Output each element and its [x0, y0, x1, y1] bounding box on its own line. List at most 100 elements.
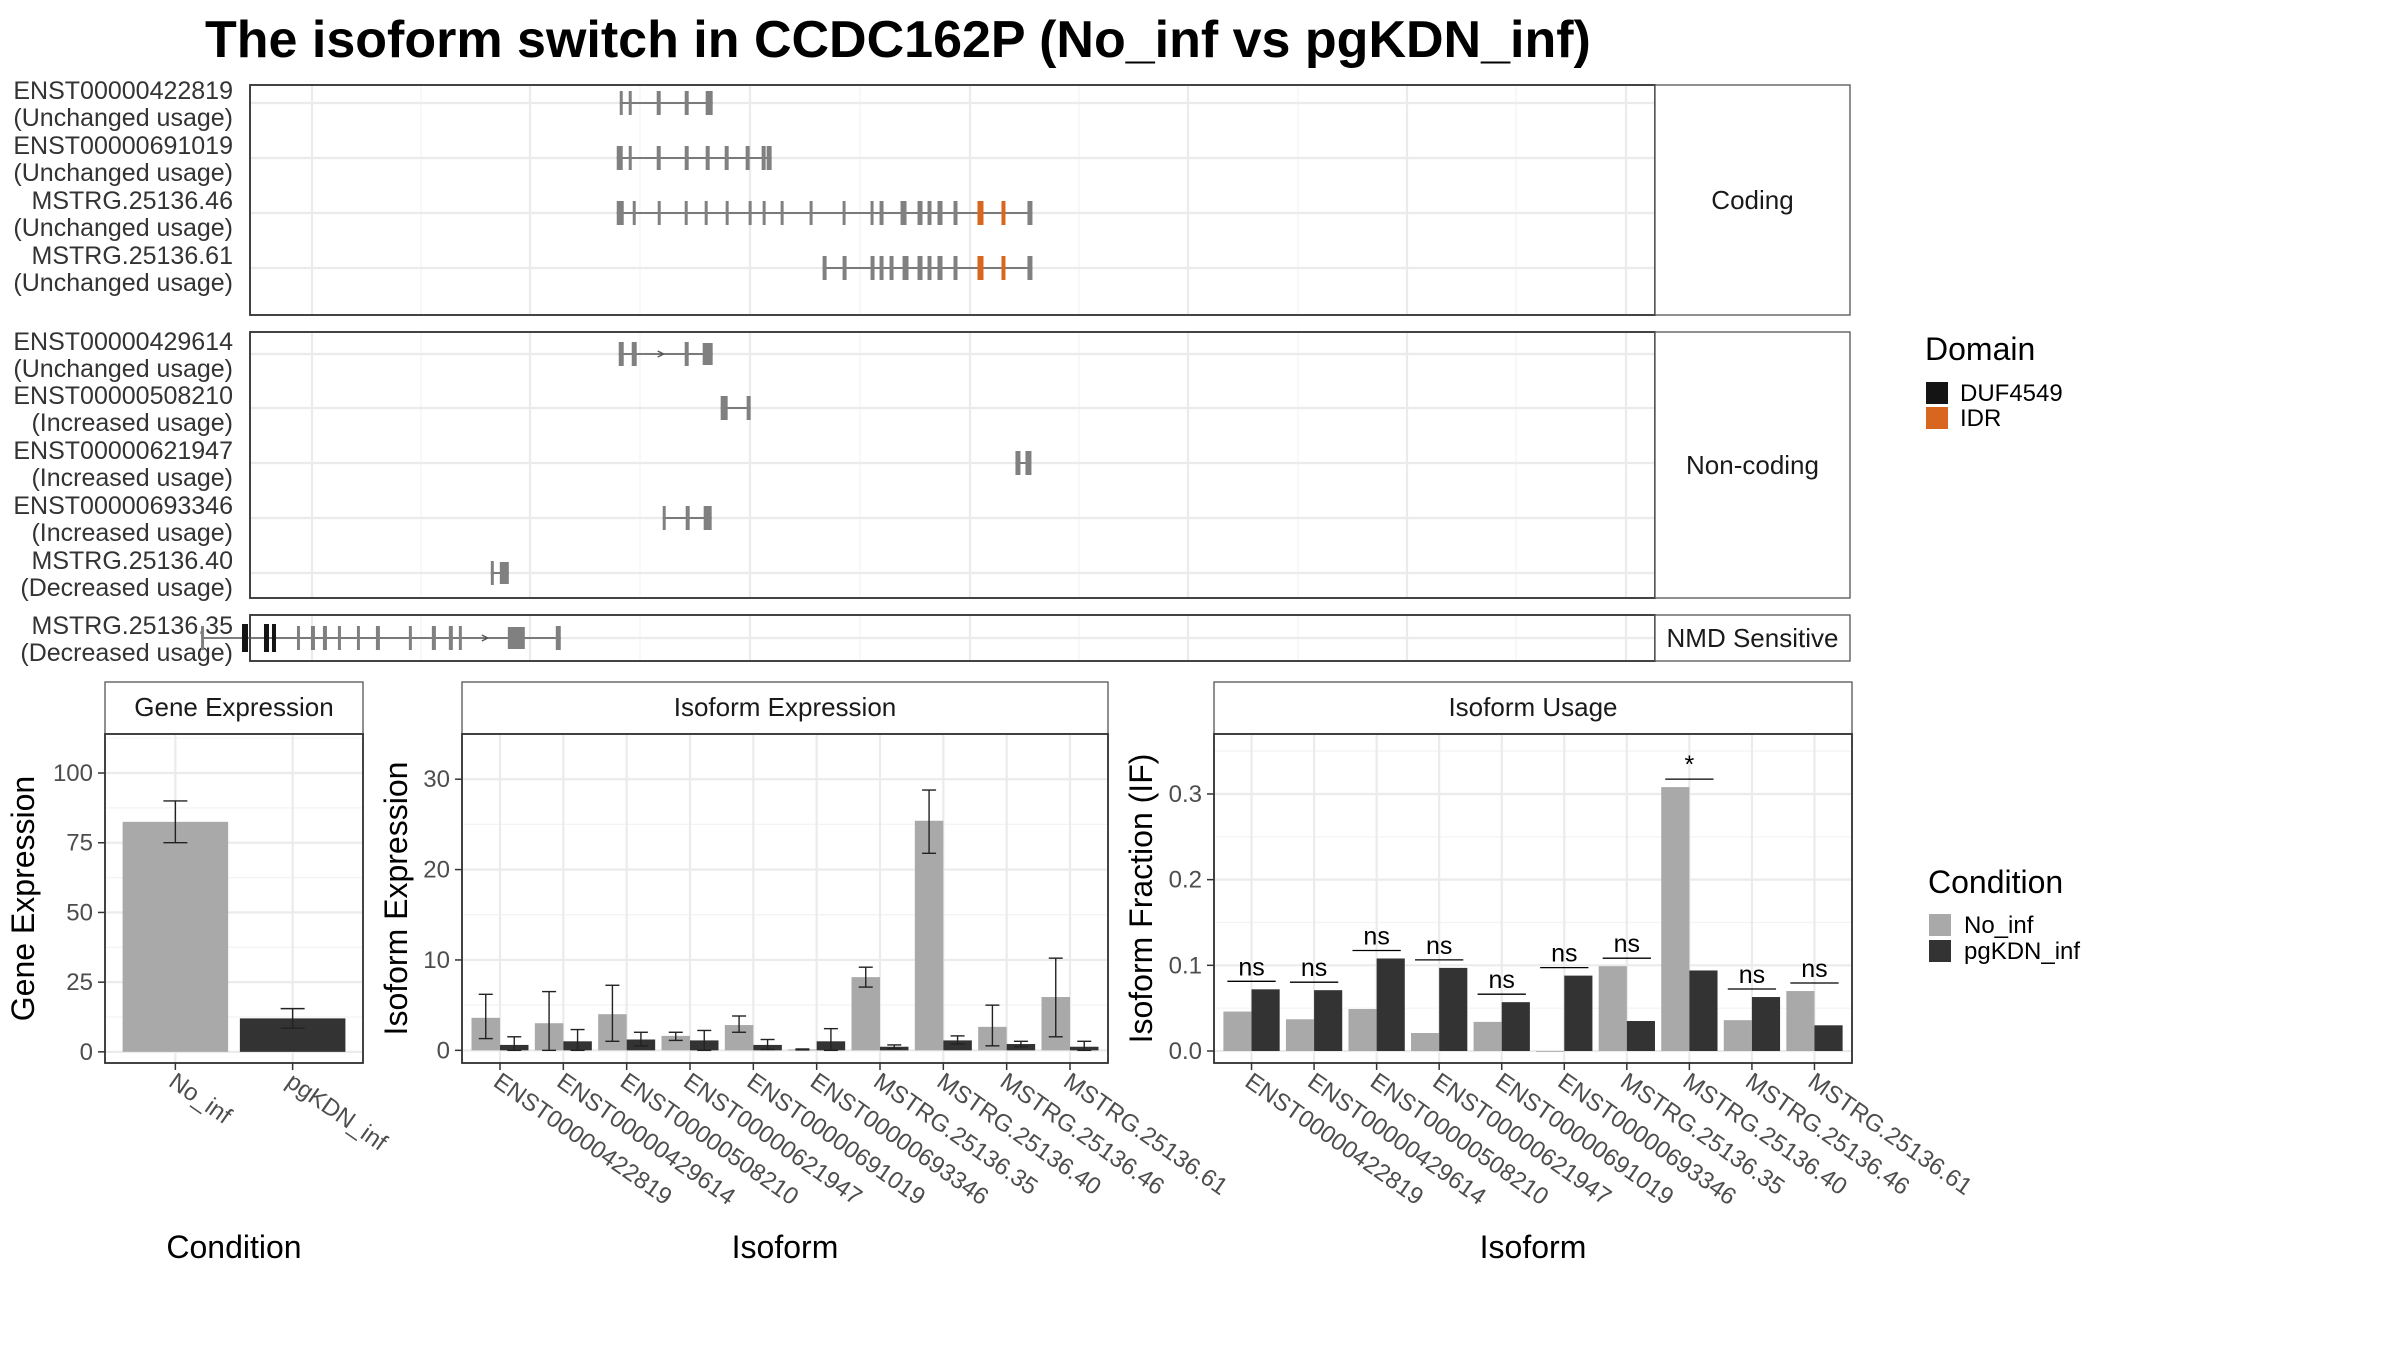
transcript-row: ENST00000429614(Unchanged usage) — [13, 328, 713, 383]
exon-block — [458, 626, 462, 650]
exon-block — [507, 627, 525, 649]
x-tick-label: No_inf — [164, 1068, 237, 1130]
bar — [1223, 1011, 1252, 1052]
exon-block — [685, 506, 690, 530]
chart-strip — [1213, 681, 1853, 735]
exon-block — [953, 256, 958, 280]
condition-legend-key — [1929, 940, 1951, 962]
transcript-id-label: ENST00000693346 — [13, 492, 233, 520]
domain-exon — [977, 201, 984, 225]
y-tick-label: 0.3 — [1169, 781, 1202, 808]
exon-block — [762, 201, 766, 225]
exon-block — [431, 626, 436, 650]
exon-block — [657, 201, 661, 225]
chart-strip — [461, 681, 1109, 735]
transcript-usage-label: (Increased usage) — [31, 464, 233, 492]
exon-block — [748, 201, 752, 225]
exon-block — [684, 146, 689, 170]
exon-block — [375, 626, 380, 650]
domain-legend-title: Domain — [1925, 331, 2035, 367]
structure-facet-non-coding: Non-coding ENST00000429614(Unchanged usag… — [13, 328, 1851, 602]
transcript-row: ENST00000508210(Increased usage) — [13, 382, 751, 437]
y-tick-label: 25 — [66, 969, 93, 996]
exon-block — [889, 256, 894, 280]
transcript-usage-label: (Decreased usage) — [20, 639, 233, 667]
exon-block — [703, 506, 712, 530]
exon-block — [879, 256, 884, 280]
exon-block — [656, 146, 661, 170]
exon-block — [704, 201, 708, 225]
exon-block — [618, 342, 624, 366]
exon-block — [616, 201, 624, 225]
transcript-id-label: MSTRG.25136.46 — [32, 187, 234, 215]
structure-facet-strip — [1654, 84, 1851, 316]
bar — [1439, 967, 1468, 1052]
bar — [851, 977, 880, 1051]
exon-block — [705, 91, 713, 115]
exon-block — [616, 146, 623, 170]
exon-block — [902, 256, 909, 280]
exon-block — [842, 256, 847, 280]
bar — [1723, 1020, 1752, 1052]
domain-exon — [242, 624, 249, 652]
structure-facet-label: NMD Sensitive — [1667, 623, 1839, 653]
exon-block — [555, 626, 561, 650]
exon-block — [628, 146, 632, 170]
transcript-row: ENST00000422819(Unchanged usage) — [13, 77, 713, 132]
domain-legend-label: IDR — [1960, 405, 2001, 432]
exon-block — [322, 626, 327, 650]
bar — [1473, 1021, 1502, 1052]
exon-block — [201, 626, 205, 650]
exon-block — [870, 256, 875, 280]
exon-block — [720, 396, 728, 420]
significance-label: ns — [1426, 932, 1452, 960]
bar — [1285, 1019, 1315, 1052]
chart-isoform-expression: Isoform Expression0102030ENST00000422819… — [378, 681, 1232, 1265]
y-tick-label: 0 — [80, 1039, 93, 1066]
transcript-usage-label: (Unchanged usage) — [13, 355, 233, 383]
chart-title: Isoform Expression — [674, 692, 897, 722]
structure-facet-label: Non-coding — [1686, 450, 1819, 480]
x-axis-title: Condition — [166, 1229, 301, 1265]
y-tick-label: 0.0 — [1169, 1038, 1202, 1065]
exon-block — [761, 146, 766, 170]
domain-exon — [977, 256, 984, 280]
exon-block — [296, 626, 300, 650]
y-tick-label: 0.2 — [1169, 867, 1202, 894]
exon-block — [842, 201, 846, 225]
transcript-id-label: MSTRG.25136.61 — [32, 242, 234, 270]
transcript-row: MSTRG.25136.46(Unchanged usage) — [13, 187, 1033, 242]
chart-panel-border — [1213, 733, 1853, 1064]
exon-block — [1027, 201, 1033, 225]
bar — [1376, 958, 1405, 1052]
domain-legend-label: DUF4549 — [1960, 380, 2063, 407]
exon-block — [408, 626, 412, 650]
x-axis-title: Isoform — [732, 1229, 839, 1265]
bar — [1251, 989, 1280, 1052]
transcript-row: ENST00000691019(Unchanged usage) — [13, 132, 772, 187]
strand-arrow — [481, 634, 490, 642]
chart-panel-border — [461, 733, 1109, 1064]
transcript-usage-label: (Increased usage) — [31, 519, 233, 547]
exon-block — [766, 146, 772, 170]
y-axis-title: Isoform Fraction (IF) — [1123, 754, 1159, 1044]
bar — [943, 1040, 972, 1051]
chart-panel-border — [104, 733, 364, 1064]
exon-block — [632, 201, 636, 225]
chart-gene-expression: Gene Expression 0 25 50 75 100 No_inf pgKDN_inf… — [5, 681, 392, 1265]
y-axis-title: Gene Expression — [5, 776, 41, 1021]
bar — [1411, 1033, 1440, 1052]
bar — [914, 820, 944, 1051]
bar — [1536, 1051, 1565, 1052]
chart-title: Isoform Usage — [1448, 692, 1617, 722]
exon-block — [725, 201, 729, 225]
bar — [1348, 1009, 1377, 1052]
exon-block — [310, 626, 315, 650]
exon-block — [631, 342, 637, 366]
transcript-id-label: ENST00000621947 — [13, 437, 233, 465]
figure-title: The isoform switch in CCDC162P (No_inf v… — [205, 11, 1591, 69]
exon-block — [780, 201, 784, 225]
bar — [1314, 990, 1343, 1052]
